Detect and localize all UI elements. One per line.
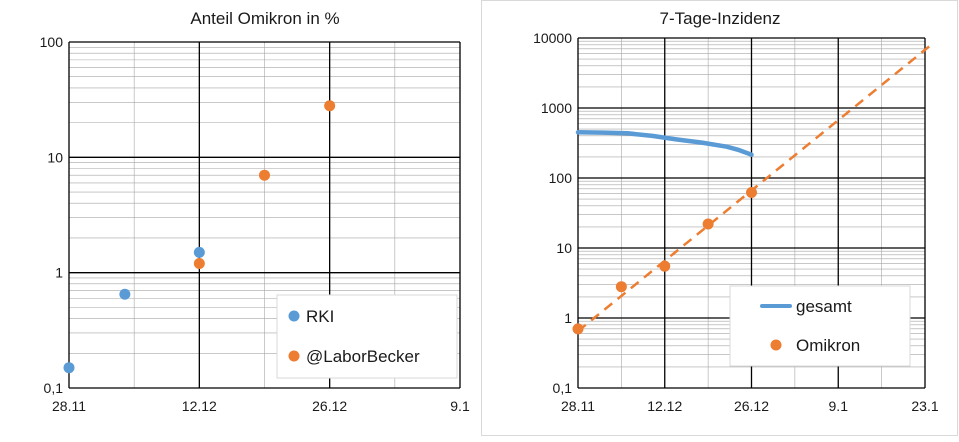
right-chart-series [572,43,932,335]
legend-label-gesamt: gesamt [796,297,852,316]
right-chart-x-ticks: 28.11 12.12 26.12 9.1 23.1 [561,398,939,414]
series-line-gesamt [575,130,754,157]
y-tick-label: 0,1 [44,380,64,396]
legend-label-rki: RKI [306,307,334,326]
data-point-rki [63,362,75,374]
x-tick-label: 12.12 [647,398,682,414]
data-point-laborbecker [259,169,270,181]
right-chart-title: 7-Tage-Inzidenz [660,9,781,28]
right-chart-border [481,0,958,436]
legend-label-omikron: Omikron [796,336,860,355]
left-chart-legend: RKI @LaborBecker [276,294,458,379]
right-chart-y-ticks: 0,1 1 10 100 1000 10000 [533,30,572,396]
y-tick-label: 1 [55,265,63,281]
right-chart-legend: gesamt Omikron [729,285,911,367]
y-tick-label: 10 [47,149,63,165]
right-legend-box [729,285,911,367]
y-tick-label: 100 [549,170,573,186]
data-point-omikron [615,281,627,293]
x-tick-label: 28.11 [561,398,595,414]
left-chart-title: Anteil Omikron in % [190,9,339,28]
left-chart-y-ticks: 0,1 1 10 100 [40,34,64,396]
y-tick-label: 100 [40,34,64,50]
data-point-rki [193,246,205,258]
data-point-laborbecker [193,258,205,270]
legend-marker-laborbecker [288,350,300,362]
x-tick-label: 28.11 [52,398,86,414]
left-legend-box [276,294,458,379]
x-tick-label: 26.12 [734,398,769,414]
x-tick-label: 23.1 [911,398,938,414]
series-line-trend [577,43,932,333]
incidence-chart: 7-Tage-Inzidenz 0,1 1 10 100 1000 10000 28.11… [533,9,939,414]
legend-label-laborbecker: @LaborBecker [306,347,420,366]
data-point-omikron [702,218,714,230]
data-point-rki [119,288,131,300]
x-tick-label: 9.1 [829,398,849,414]
y-tick-label: 0,1 [553,380,573,396]
x-tick-label: 12.12 [182,398,217,414]
left-chart-x-ticks: 28.11 12.12 26.12 9.1 [52,398,470,414]
y-tick-label: 1000 [541,100,572,116]
omikron-share-chart: Anteil Omikron in % 0,1 1 10 100 28.11 12.12… [40,9,470,414]
x-tick-label: 9.1 [450,398,470,414]
left-chart-points [63,100,336,374]
legend-marker-rki [288,310,300,322]
data-point-laborbecker [324,100,336,112]
y-tick-label: 1 [564,310,572,326]
data-point-omikron [572,323,584,335]
legend-marker-omikron [770,339,782,351]
x-tick-label: 26.12 [312,398,347,414]
y-tick-label: 10000 [533,30,572,46]
y-tick-label: 10 [556,240,572,256]
